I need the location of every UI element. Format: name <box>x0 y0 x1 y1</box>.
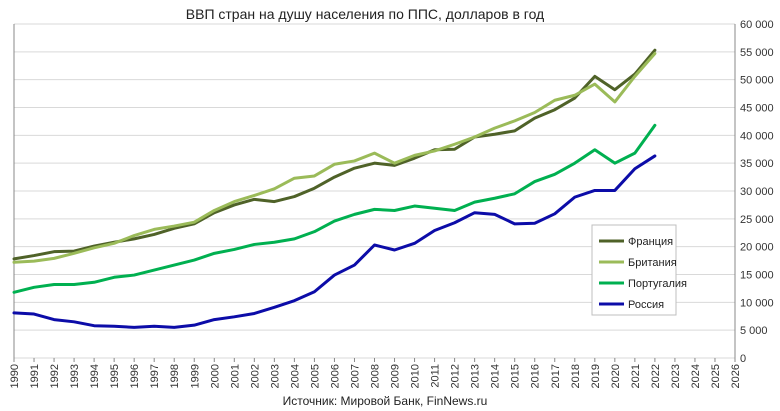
x-tick-label: 2000 <box>209 364 221 388</box>
y-axis-tick-labels: 0 5 000 10 000 15 000 20 000 25 000 30 000 35 0… <box>740 19 774 365</box>
legend: Франция Британия Португалия Россия <box>591 224 687 316</box>
y-tick-label: 5 000 <box>740 325 768 337</box>
x-tick-label: 2017 <box>550 364 562 388</box>
x-tick-label: 1999 <box>189 364 201 388</box>
x-tick-label: 2014 <box>490 364 502 388</box>
series-line <box>12 123 657 294</box>
x-tick-label: 2025 <box>710 364 722 388</box>
x-tick-label: 1993 <box>69 364 81 388</box>
legend-label: Португалия <box>628 278 687 290</box>
series-line <box>12 52 657 264</box>
x-tick-label: 2004 <box>289 364 301 388</box>
x-tick-label: 2013 <box>470 364 482 388</box>
series-line <box>12 154 657 329</box>
y-tick-label: 40 000 <box>740 130 774 142</box>
legend-label: Россия <box>628 299 664 311</box>
chart-title: ВВП стран на душу населения по ППС, долл… <box>186 6 544 22</box>
y-tick-label: 30 000 <box>740 186 774 198</box>
x-tick-label: 2012 <box>450 364 462 388</box>
x-axis-tick-labels: 1990 1991 1992 1993 1994 1995 1996 1997 1998 1999… <box>9 358 742 388</box>
x-tick-label: 1991 <box>29 364 41 388</box>
x-tick-label: 2010 <box>410 364 422 388</box>
y-tick-label: 20 000 <box>740 242 774 254</box>
x-tick-label: 2006 <box>329 364 341 388</box>
x-tick-label: 2022 <box>650 364 662 388</box>
x-tick-label: 1996 <box>129 364 141 388</box>
x-tick-label: 1994 <box>89 364 101 388</box>
legend-label: Британия <box>628 257 677 269</box>
x-tick-label: 2005 <box>309 364 321 388</box>
x-tick-label: 2016 <box>530 364 542 388</box>
series-line <box>12 48 657 261</box>
y-tick-label: 10 000 <box>740 297 774 309</box>
x-tick-label: 2007 <box>349 364 361 388</box>
series-lines <box>12 48 657 329</box>
x-tick-label: 1998 <box>169 364 181 388</box>
y-tick-label: 45 000 <box>740 103 774 115</box>
y-tick-label: 25 000 <box>740 214 774 226</box>
x-tick-label: 1992 <box>49 364 61 388</box>
x-tick-label: 1990 <box>9 364 21 388</box>
y-tick-label: 35 000 <box>740 158 774 170</box>
x-tick-label: 2023 <box>670 364 682 388</box>
source-note: Источник: Мировой Банк, FinNews.ru <box>283 394 488 408</box>
x-tick-label: 1997 <box>149 364 161 388</box>
x-tick-label: 2020 <box>610 364 622 388</box>
y-tick-label: 55 000 <box>740 47 774 59</box>
x-tick-label: 2002 <box>249 364 261 388</box>
x-tick-label: 2026 <box>730 364 742 388</box>
y-tick-label: 0 <box>740 353 746 365</box>
x-tick-label: 2011 <box>430 364 442 388</box>
x-tick-label: 2021 <box>630 364 642 388</box>
x-tick-label: 2009 <box>390 364 402 388</box>
x-tick-label: 1995 <box>109 364 121 388</box>
x-tick-label: 2008 <box>370 364 382 388</box>
x-tick-label: 2024 <box>690 364 702 388</box>
x-tick-label: 2015 <box>510 364 522 388</box>
y-tick-label: 15 000 <box>740 270 774 282</box>
legend-label: Франция <box>628 236 673 248</box>
x-tick-label: 2019 <box>590 364 602 388</box>
x-tick-label: 2018 <box>570 364 582 388</box>
x-tick-label: 2001 <box>229 364 241 388</box>
y-tick-label: 50 000 <box>740 75 774 87</box>
y-tick-label: 60 000 <box>740 19 774 31</box>
x-tick-label: 2003 <box>269 364 281 388</box>
